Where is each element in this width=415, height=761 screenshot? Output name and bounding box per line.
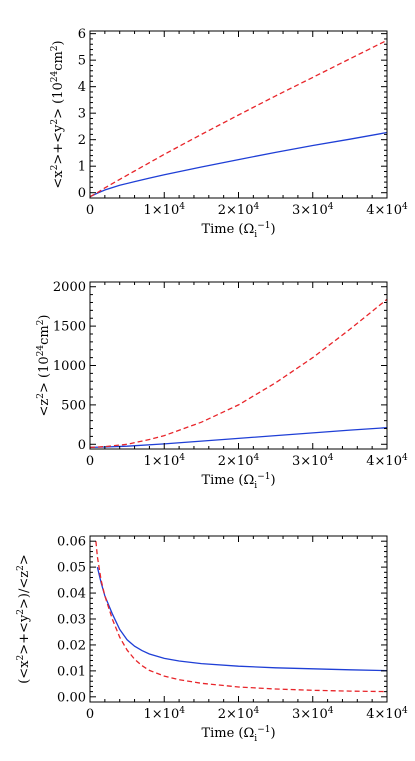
series-line-dashed <box>95 541 387 693</box>
x-tick-label: 2×104 <box>218 202 260 218</box>
series-line-solid <box>90 427 387 449</box>
y-tick-label: 0.03 <box>57 613 86 628</box>
y-tick-label: 5 <box>78 54 86 69</box>
x-axis-title: Time (Ωi−1) <box>201 221 275 240</box>
y-tick-label: 500 <box>61 398 86 413</box>
x-tick-label: 2×104 <box>218 453 260 469</box>
x-axis-title: Time (Ωi−1) <box>201 725 275 744</box>
y-ticks: 0 1 2 3 4 5 6 <box>78 27 387 201</box>
series-line-solid <box>90 131 387 198</box>
x-tick-label: 4×104 <box>366 202 408 218</box>
x-tick-label: 4×104 <box>366 453 408 469</box>
x-tick-label: 0 <box>86 454 94 469</box>
x-tick-label: 1×104 <box>144 202 186 218</box>
series-layer <box>95 541 387 693</box>
x-tick-label: 1×104 <box>144 453 186 469</box>
x-tick-label: 2×104 <box>218 706 260 722</box>
x-axis-title: Time (Ωi−1) <box>201 472 275 491</box>
y-tick-label: 1000 <box>53 359 86 374</box>
panel-ratio: 0 1×104 2×104 3×104 4×104 0.000.010.020.030.… <box>16 535 408 744</box>
y-tick-label: 3 <box>78 107 86 122</box>
y-tick-label: 1 <box>78 160 86 175</box>
y-tick-label: 0.05 <box>57 561 86 576</box>
y-axis-title: <z2> (1024cm2) <box>36 315 52 417</box>
x-tick-label: 3×104 <box>292 706 334 722</box>
y-tick-label: 0 <box>78 186 86 201</box>
y-tick-label: 0.04 <box>57 587 86 602</box>
x-tick-label: 0 <box>86 203 94 218</box>
x-tick-label: 1×104 <box>144 706 186 722</box>
plot-frame <box>89 535 388 703</box>
panel-xy-spread: 0 1×104 2×104 3×104 4×104 0 1 2 3 4 5 6 Time (Ωi−1… <box>50 27 408 240</box>
y-ticks: 0 500 1000 1500 2000 <box>53 280 387 453</box>
y-axis-title: (<x2>+<y2>)/<z2> <box>16 554 32 684</box>
series-layer <box>90 298 387 449</box>
y-tick-label: 0.06 <box>57 535 86 550</box>
y-tick-label: 0.02 <box>57 638 86 653</box>
y-tick-label: 2 <box>78 133 86 148</box>
y-tick-label: 4 <box>78 80 86 95</box>
x-tick-label: 4×104 <box>366 706 408 722</box>
y-ticks: 0.00 0.01 0.02 0.03 0.04 0.05 0.06 <box>57 535 387 705</box>
x-ticks: 0 1×104 2×104 3×104 4×104 <box>86 282 408 469</box>
y-tick-label: 0.00 <box>57 690 86 705</box>
y-tick-label: 2000 <box>53 280 86 295</box>
x-tick-label: 3×104 <box>292 202 334 218</box>
x-tick-label: 0 <box>86 707 94 722</box>
x-ticks: 0 1×104 2×104 3×104 4×104 <box>86 536 408 722</box>
x-ticks: 0 1×104 2×104 3×104 4×104 <box>86 31 408 218</box>
y-axis-title: <x2>+<y2> (1024cm2) <box>50 40 66 188</box>
series-line-dashed <box>90 39 387 198</box>
plot-frame <box>89 281 388 450</box>
y-tick-label: 0.01 <box>57 664 86 679</box>
series-line-dashed <box>90 298 387 449</box>
series-layer <box>90 39 387 198</box>
y-tick-label: 1500 <box>53 320 86 335</box>
y-tick-label: 0 <box>78 438 86 453</box>
panel-z-spread: 0 1×104 2×104 3×104 4×104 0 500 1000 1500 2000 T… <box>36 280 408 491</box>
x-tick-label: 3×104 <box>292 453 334 469</box>
series-line-solid <box>96 566 387 672</box>
y-tick-label: 6 <box>78 27 86 42</box>
